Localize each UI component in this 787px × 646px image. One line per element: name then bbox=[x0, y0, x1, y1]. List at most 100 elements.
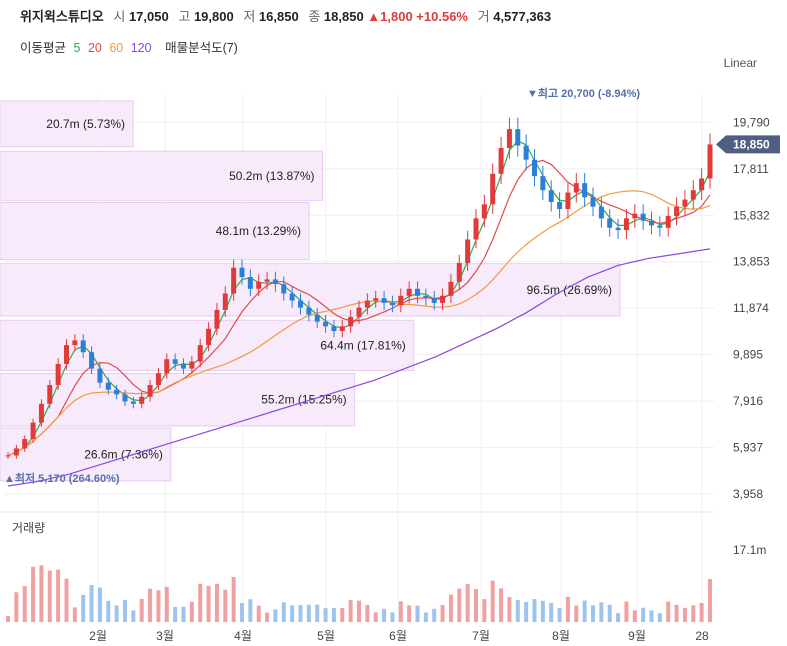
price-axis-tick: 9,895 bbox=[733, 348, 763, 362]
candle-body bbox=[22, 439, 28, 449]
volume-bar bbox=[524, 601, 529, 622]
volume-bar bbox=[365, 604, 370, 622]
candle-body bbox=[498, 147, 504, 174]
volume-profile-label: 50.2m (13.87%) bbox=[229, 169, 314, 183]
volume-bar bbox=[198, 583, 203, 622]
volume-bar bbox=[432, 608, 437, 622]
candle-body bbox=[523, 145, 529, 160]
candle-body bbox=[214, 309, 220, 329]
candle-body bbox=[623, 218, 629, 231]
volume-profile-label: 20.7m (5.73%) bbox=[46, 117, 125, 131]
ma-label[interactable]: 이동평균 bbox=[20, 41, 67, 55]
current-price-label: 18,850 bbox=[733, 137, 770, 151]
candle-body bbox=[532, 159, 537, 177]
candle-body bbox=[682, 199, 688, 207]
x-axis-label: 28 bbox=[695, 629, 709, 643]
volume-bar bbox=[273, 609, 278, 622]
candle-body bbox=[565, 192, 571, 209]
volume-bar bbox=[106, 600, 111, 622]
high-annotation: ▼최고 20,700 (-8.94%) bbox=[527, 86, 640, 100]
volume-bar bbox=[591, 605, 595, 622]
volume-bar bbox=[582, 600, 587, 622]
candle-body bbox=[114, 389, 120, 395]
candle-body bbox=[55, 363, 61, 386]
volume-bar bbox=[632, 610, 637, 622]
candle-body bbox=[649, 220, 654, 226]
candle-body bbox=[665, 216, 671, 228]
volume-bar bbox=[357, 600, 361, 622]
volume-bar bbox=[482, 599, 487, 622]
open-label: 시 bbox=[113, 9, 126, 24]
volume-bar bbox=[97, 587, 102, 622]
volume-bar bbox=[540, 600, 545, 622]
volume-bar bbox=[315, 604, 320, 622]
ma120-line bbox=[7, 248, 711, 487]
volume-bar bbox=[256, 605, 261, 622]
candle-body bbox=[548, 190, 554, 202]
low-value: 16,850 bbox=[258, 9, 299, 24]
candle-body bbox=[557, 201, 563, 209]
candle-body bbox=[197, 345, 203, 362]
volume-bar bbox=[22, 585, 27, 622]
volume-bar bbox=[6, 616, 10, 622]
scale-toggle[interactable]: Linear bbox=[723, 56, 757, 70]
price-axis-tick: 13,853 bbox=[733, 255, 770, 269]
price-axis-tick: 7,916 bbox=[733, 394, 763, 408]
ma120-label[interactable]: 120 bbox=[130, 41, 152, 55]
ma5-label[interactable]: 5 bbox=[73, 41, 81, 55]
x-axis-label: 9월 bbox=[628, 629, 646, 643]
volume-bar bbox=[532, 599, 537, 622]
candle-body bbox=[707, 144, 713, 179]
price-axis-tick: 15,832 bbox=[733, 208, 770, 222]
candle-body bbox=[314, 314, 320, 322]
volume-profile-label[interactable]: 매물분석도(7) bbox=[165, 41, 238, 55]
volume-profile-bar bbox=[0, 263, 621, 317]
candle-body bbox=[473, 218, 479, 240]
volume-bar bbox=[398, 601, 403, 622]
candle-body bbox=[172, 359, 178, 364]
candle-body bbox=[481, 204, 487, 219]
candle-body bbox=[130, 401, 136, 404]
ma20-label[interactable]: 20 bbox=[87, 41, 102, 55]
volume-bar bbox=[415, 605, 420, 622]
volume-panel-title: 거래량 bbox=[12, 521, 45, 535]
volume-bar bbox=[641, 607, 646, 622]
candle-body bbox=[64, 345, 69, 364]
candle-body bbox=[448, 281, 454, 296]
volume-bar bbox=[382, 608, 387, 622]
high-value: 19,800 bbox=[193, 9, 234, 24]
candle-body bbox=[289, 293, 295, 301]
candle-body bbox=[674, 206, 680, 217]
candle-body bbox=[97, 368, 103, 383]
volume-profile-label: 55.2m (15.25%) bbox=[261, 393, 346, 407]
candle-body bbox=[298, 300, 303, 308]
candle-body bbox=[415, 288, 420, 296]
candle-body bbox=[306, 307, 312, 315]
volume-bar bbox=[14, 592, 19, 622]
volume-bar bbox=[223, 589, 228, 622]
ma60-label[interactable]: 60 bbox=[109, 41, 124, 55]
volume-bar bbox=[323, 608, 328, 622]
close-value: 18,850 bbox=[323, 9, 364, 24]
volume-bar bbox=[56, 569, 61, 622]
volume-bar bbox=[72, 607, 77, 622]
volume-bar bbox=[507, 597, 512, 622]
candle-body bbox=[206, 328, 212, 346]
candle-body bbox=[598, 206, 604, 219]
volume-bar bbox=[148, 588, 153, 622]
candle-body bbox=[506, 129, 512, 148]
candle-body bbox=[540, 176, 546, 191]
volume-bar bbox=[708, 579, 712, 622]
price-axis-tick: 5,937 bbox=[733, 441, 763, 455]
volume-profile-bar bbox=[0, 427, 172, 482]
x-axis-label: 4월 bbox=[234, 629, 252, 643]
volume-bar bbox=[499, 588, 504, 622]
volume-bar bbox=[340, 607, 345, 622]
change-value: ▲1,800 +10.56% bbox=[367, 9, 468, 24]
volume-bar bbox=[231, 577, 236, 622]
candle-body bbox=[80, 340, 86, 353]
volume-bar bbox=[549, 602, 554, 622]
volume-bar bbox=[474, 589, 478, 622]
candle-body bbox=[256, 281, 262, 289]
